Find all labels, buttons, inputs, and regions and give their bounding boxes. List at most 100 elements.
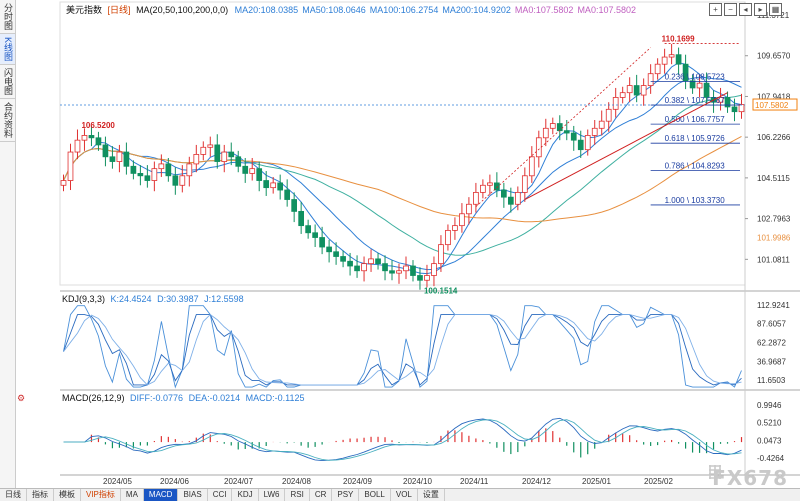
sidebar-tab-2[interactable]: 闪电图 bbox=[0, 65, 15, 100]
indicator-tab-8[interactable]: KDJ bbox=[232, 489, 259, 501]
support-trendline bbox=[524, 92, 728, 200]
indicator-tab-12[interactable]: PSY bbox=[332, 489, 360, 501]
candle-body bbox=[291, 199, 298, 212]
x-axis-label: 2024/11 bbox=[460, 477, 489, 486]
candle-body bbox=[102, 144, 109, 158]
candle-body bbox=[375, 258, 381, 265]
indicator-tab-13[interactable]: BOLL bbox=[359, 489, 391, 501]
candle-body bbox=[696, 82, 703, 89]
minus-icon[interactable]: − bbox=[724, 3, 737, 16]
candle-body bbox=[410, 265, 416, 276]
candle-body bbox=[563, 130, 570, 134]
right-icon[interactable]: ▸ bbox=[754, 3, 767, 16]
trend-dashed-line bbox=[475, 47, 651, 207]
candle-body bbox=[221, 151, 228, 162]
main-pane-frame bbox=[59, 1, 746, 286]
candle-body bbox=[81, 135, 88, 141]
indicator-tab-6[interactable]: BIAS bbox=[178, 489, 208, 501]
candle-body bbox=[242, 165, 249, 174]
sidebar: 分时图 K线图 闪电图 合约资料 bbox=[0, 0, 16, 500]
candle-body bbox=[438, 244, 444, 265]
price-tick-label: 104.5115 bbox=[757, 174, 790, 183]
ma20-line bbox=[63, 62, 742, 275]
kdj-j-line bbox=[63, 305, 742, 389]
fib-label: 0.500 \ 106.7757 bbox=[665, 115, 726, 124]
high-annotation-2: 110.1699 bbox=[662, 35, 695, 44]
fib-label: 0.382 \ 107.5787 bbox=[665, 96, 726, 105]
candle-body bbox=[654, 63, 661, 75]
indicator-tab-9[interactable]: LW6 bbox=[259, 489, 286, 501]
candle-body bbox=[612, 97, 619, 110]
indicator-tab-3[interactable]: VIP指标 bbox=[81, 489, 121, 501]
indicator-tab-4[interactable]: MA bbox=[121, 489, 144, 501]
macd-dea-value: DEA:-0.0214 bbox=[188, 393, 241, 403]
kdj-tick-label: 112.9241 bbox=[757, 301, 790, 310]
candle-body bbox=[494, 182, 500, 191]
ma-value-5: MA0:107.5802 bbox=[577, 5, 636, 15]
chart-area[interactable]: 0.236 \ 108.5723 0.382 \ 107.5787 0.500 \ … bbox=[15, 0, 800, 488]
candle-body bbox=[109, 156, 116, 162]
indicator-tab-7[interactable]: CCI bbox=[208, 489, 233, 501]
candle-body bbox=[172, 175, 179, 186]
ma200-line bbox=[63, 135, 742, 223]
macd-tick-label: -0.4264 bbox=[757, 454, 785, 463]
candle-body bbox=[731, 106, 738, 113]
ma-value-3: MA200:104.9202 bbox=[442, 5, 511, 15]
indicator-tab-15[interactable]: 设置 bbox=[418, 489, 445, 501]
candle-body bbox=[640, 85, 647, 96]
indicator-tab-1[interactable]: 指标 bbox=[27, 489, 54, 501]
left-icon[interactable]: ◂ bbox=[739, 3, 752, 16]
candle-body bbox=[186, 163, 193, 177]
indicator-tab-10[interactable]: RSI bbox=[285, 489, 310, 501]
candle-body bbox=[382, 263, 388, 272]
candle-body bbox=[647, 73, 654, 86]
settings-icon[interactable]: ▦ bbox=[769, 3, 782, 16]
candle-body bbox=[389, 270, 395, 274]
candle-body bbox=[703, 82, 710, 98]
ma-settings[interactable]: MA(20,50,100,200,0,0) bbox=[136, 5, 229, 15]
candle-body bbox=[67, 151, 74, 181]
candle-body bbox=[277, 182, 284, 191]
macd-title: MACD(26,12,9) bbox=[62, 393, 125, 403]
ma-value-4: MA0:107.5802 bbox=[514, 5, 574, 15]
candle-body bbox=[626, 85, 633, 94]
indicator-tab-2[interactable]: 模板 bbox=[54, 489, 81, 501]
indicator-tab-11[interactable]: CR bbox=[310, 489, 333, 501]
candle-body bbox=[130, 165, 137, 174]
macd-diff-value: DIFF:-0.0776 bbox=[130, 393, 184, 403]
candle-body bbox=[542, 127, 549, 139]
indicator-tab-0[interactable]: 日线 bbox=[0, 489, 27, 501]
candle-body bbox=[256, 168, 263, 181]
candle-body bbox=[123, 151, 130, 167]
sidebar-tab-3[interactable]: 合约资料 bbox=[0, 99, 15, 143]
candle-body bbox=[319, 237, 325, 248]
watermark-logo: FX678 bbox=[712, 466, 788, 490]
ma-axis-label: 101.9986 bbox=[757, 234, 791, 243]
x-axis-label: 2025/02 bbox=[644, 477, 673, 486]
x-axis-label: 2025/01 bbox=[582, 477, 611, 486]
sidebar-tab-1[interactable]: K线图 bbox=[0, 34, 15, 66]
high-annotation-1: 106.5200 bbox=[81, 121, 115, 130]
kdj-title: KDJ(9,3,3) bbox=[62, 294, 106, 304]
sidebar-tab-0[interactable]: 分时图 bbox=[0, 0, 15, 34]
price-tick-label: 109.6570 bbox=[757, 52, 791, 61]
indicator-tab-5[interactable]: MACD bbox=[143, 489, 179, 501]
instrument-title: 美元指数 bbox=[66, 5, 103, 15]
candle-body bbox=[717, 97, 724, 103]
candle-body bbox=[396, 270, 402, 274]
candle-body bbox=[179, 175, 186, 186]
watermark-lattice-icon bbox=[709, 465, 721, 479]
plus-icon[interactable]: + bbox=[709, 3, 722, 16]
indicator-tab-14[interactable]: VOL bbox=[391, 489, 418, 501]
candle-body bbox=[528, 156, 535, 177]
candle-body bbox=[326, 246, 332, 253]
macd-settings-icon[interactable]: ⚙ bbox=[17, 393, 26, 403]
candle-body bbox=[633, 85, 640, 96]
kdj-j-value: J:12.5598 bbox=[204, 294, 244, 304]
candle-body bbox=[431, 263, 437, 276]
candle-body bbox=[137, 173, 144, 177]
candle-body bbox=[598, 120, 605, 129]
candle-body bbox=[480, 184, 486, 193]
candle-body bbox=[556, 123, 563, 132]
candle-body bbox=[724, 97, 731, 108]
